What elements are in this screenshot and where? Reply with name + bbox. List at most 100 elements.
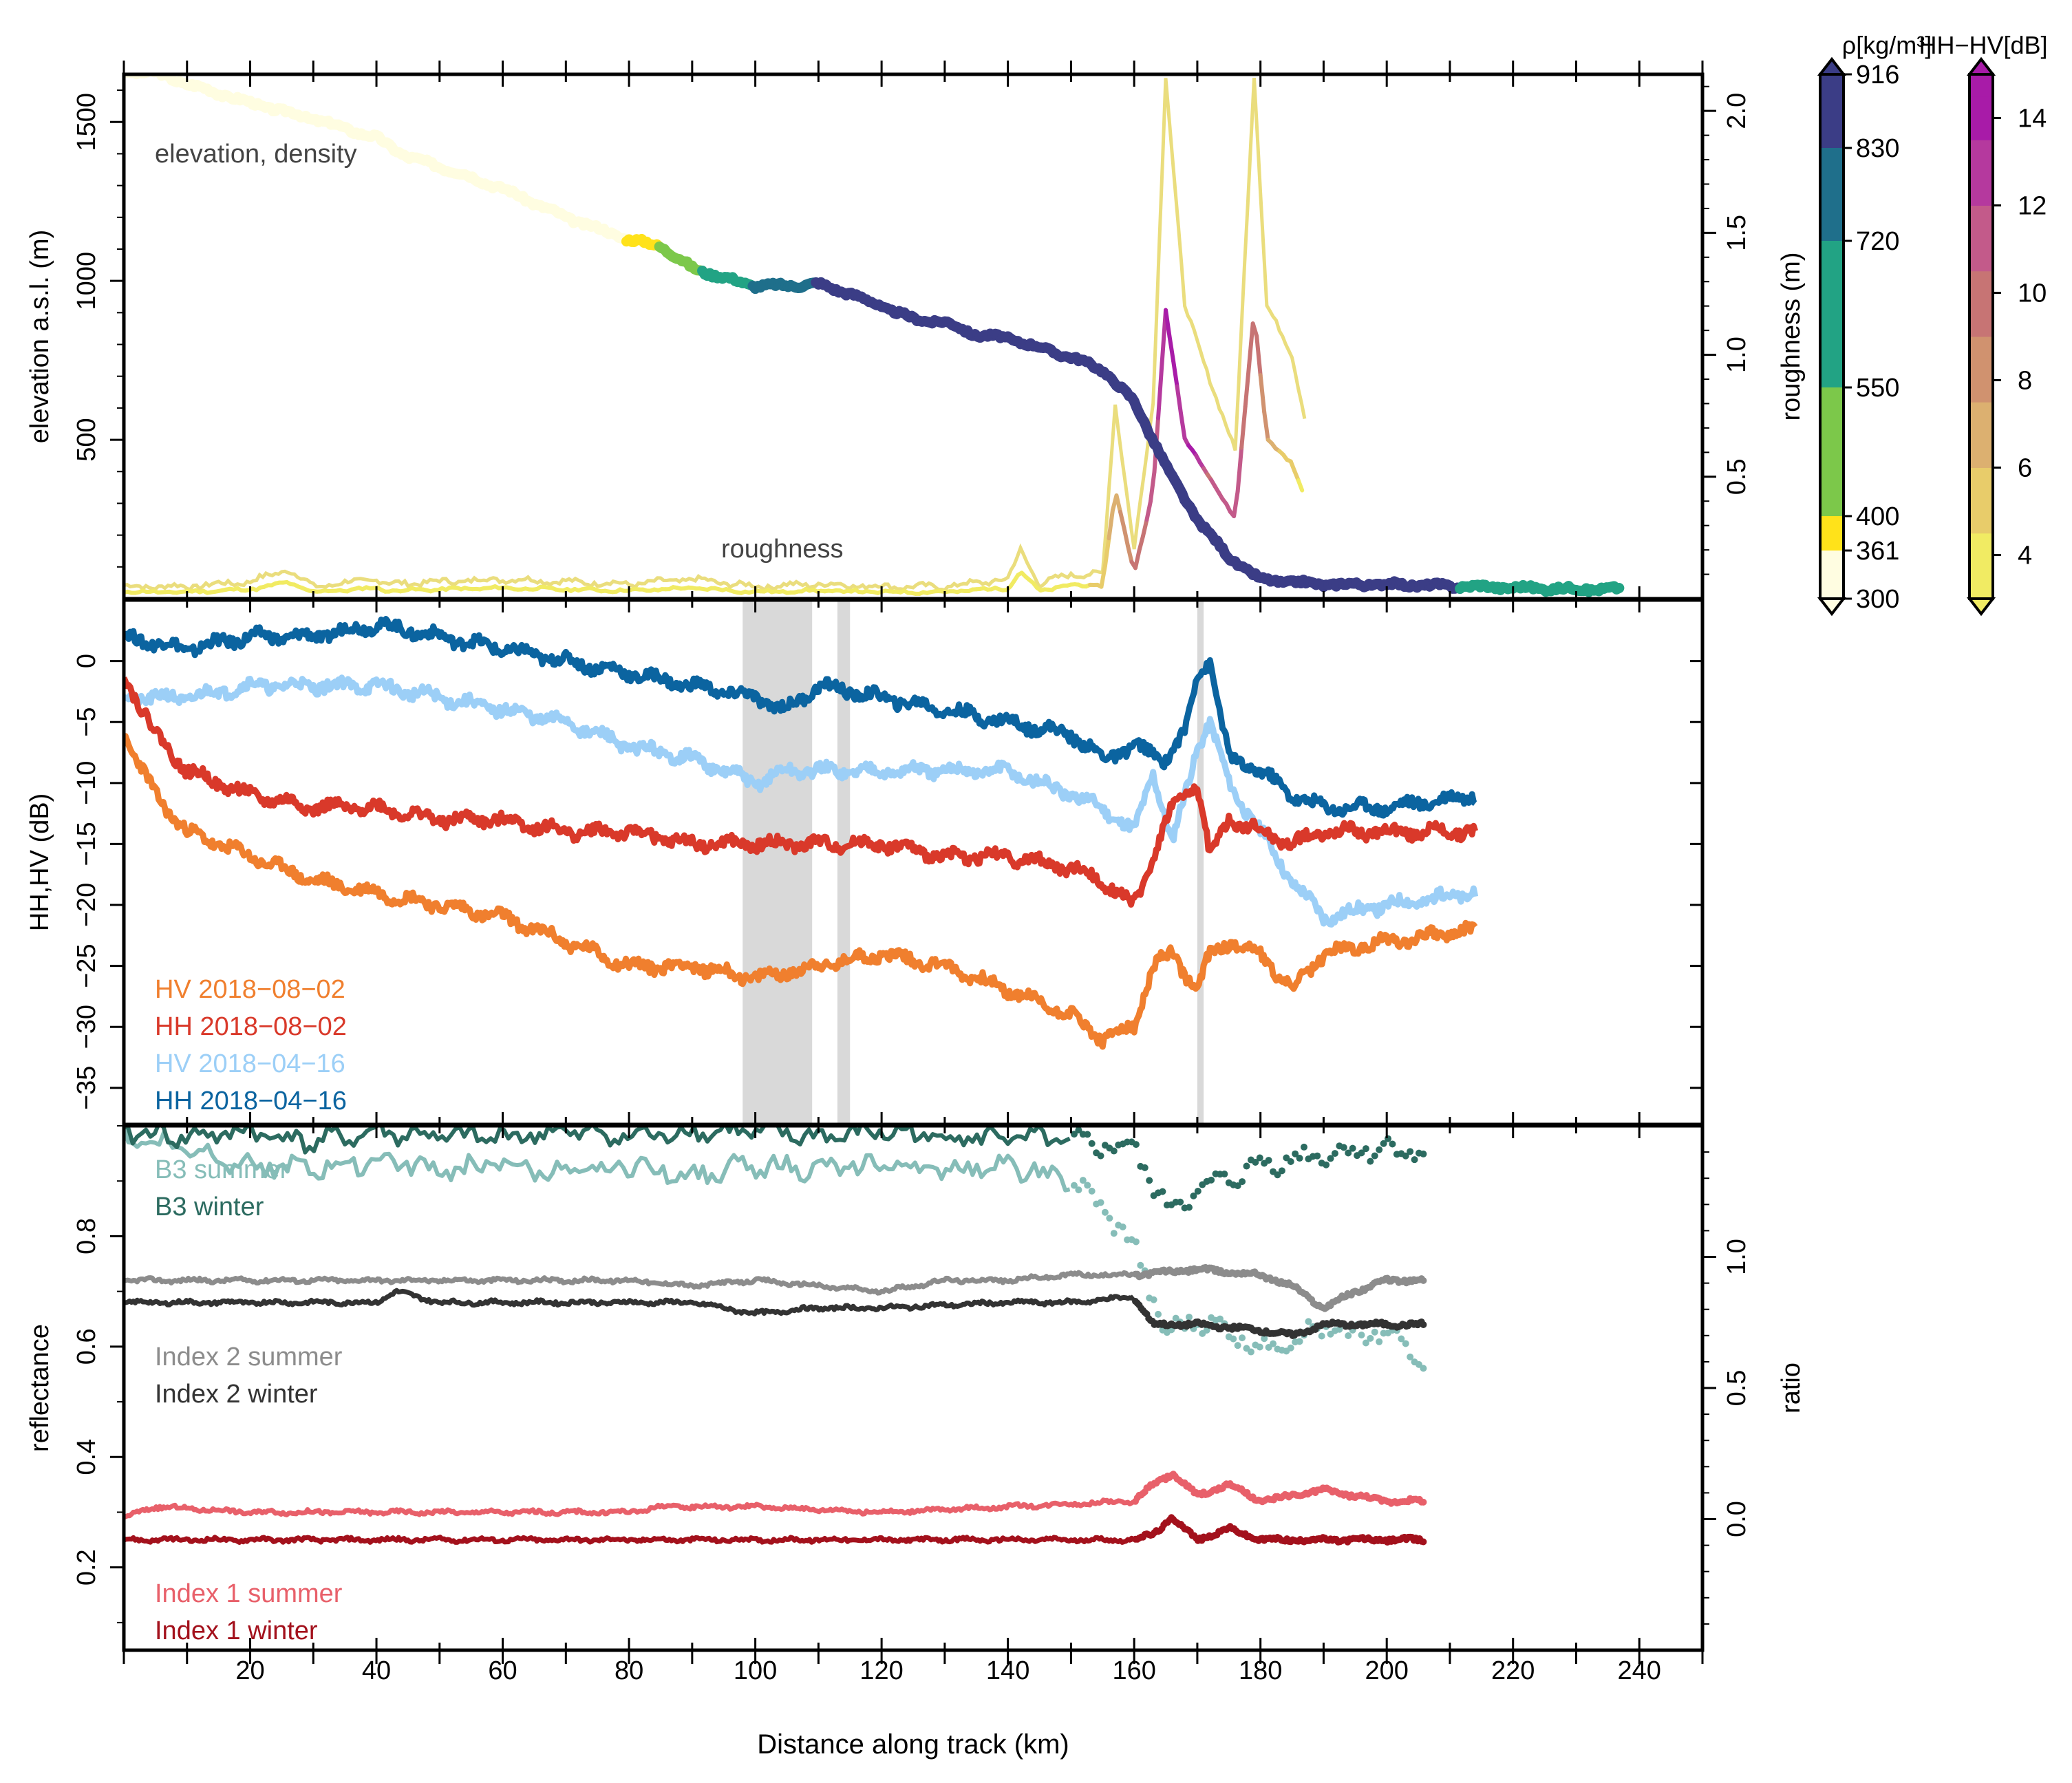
series-b3-winter-point <box>1265 1157 1272 1164</box>
masked-band <box>1197 600 1204 1124</box>
hhhv-segment <box>1099 564 1107 589</box>
series-b3-winter-point <box>1070 1131 1078 1138</box>
x-tick-label: 240 <box>1618 1656 1661 1685</box>
hhhv-colorbar-tick-label: 14 <box>2018 105 2047 134</box>
series-b3-summer-point <box>1362 1339 1369 1347</box>
hhhv-colorbar-segment <box>1969 140 1993 162</box>
hhhv-segment <box>1262 409 1270 442</box>
ylabel-backscatter: HH,HV (dB) <box>25 793 54 932</box>
series-b3-winter-point <box>1256 1154 1263 1162</box>
x-tick-label: 40 <box>362 1656 391 1685</box>
hhhv-segment <box>1258 373 1267 414</box>
x-tick-label: 140 <box>986 1656 1029 1685</box>
density-colorbar-tick-label: 400 <box>1856 502 1899 531</box>
series-b3-winter-point <box>1340 1144 1347 1151</box>
legend-b3-summer: B3 summer <box>155 1155 289 1184</box>
roughness-tick-label: 1.5 <box>1722 215 1751 251</box>
legend-b3-winter: B3 winter <box>155 1193 264 1221</box>
series-b3-summer-point <box>1088 1187 1096 1195</box>
series-b3-winter-point <box>1327 1155 1334 1162</box>
series-b3-summer-point <box>1137 1261 1144 1269</box>
series-b3-summer-point <box>1150 1296 1157 1303</box>
hhhv-colorbar-segment <box>1969 402 1993 425</box>
hhhv-segment <box>1296 478 1305 493</box>
reflectance-tick-label: 0.8 <box>72 1218 101 1254</box>
hhhv-colorbar-segment <box>1969 533 1993 555</box>
backscatter-tick-label: −20 <box>72 883 101 927</box>
series-b3-winter-point <box>1349 1144 1356 1152</box>
hhhv-colorbar-segment <box>1969 511 1993 534</box>
masked-band <box>743 600 813 1124</box>
x-tick-label: 20 <box>235 1656 264 1685</box>
series-b3-winter-point <box>1234 1182 1241 1190</box>
series-b3-summer-point <box>1247 1348 1254 1356</box>
series-b3-winter-point <box>1146 1177 1153 1184</box>
series-index-2-winter-line <box>124 1288 1135 1316</box>
series-b3-summer-point <box>1185 1313 1193 1321</box>
hhhv-colorbar-tick-label: 6 <box>2018 454 2032 483</box>
series-b3-winter-point <box>1097 1152 1104 1160</box>
series-b3-summer-point <box>1256 1343 1263 1351</box>
series-b3-summer-point <box>1420 1365 1427 1372</box>
hhhv-segment <box>1243 363 1252 409</box>
legend-index2-winter: Index 2 winter <box>155 1380 318 1409</box>
backscatter-tick-label: 0 <box>72 654 101 668</box>
series-b3-summer-point <box>1371 1328 1378 1336</box>
series-b3-summer-point <box>1234 1342 1241 1349</box>
reflectance-tick-label: 0.6 <box>72 1328 101 1365</box>
x-tick-label: 120 <box>859 1656 903 1685</box>
colorbars: 916 830 720 550 400 361 300 14 12 10 8 6 4 <box>1817 56 2047 617</box>
hhhv-segment <box>1250 321 1259 339</box>
series-hh-2018-08-02 <box>124 676 1478 908</box>
hhhv-colorbar-segment <box>1969 467 1993 490</box>
backscatter-tick-label: −10 <box>72 761 101 805</box>
series-b3-winter-point <box>1376 1146 1383 1153</box>
series-b3-summer-line <box>124 1127 1071 1193</box>
series-b3-summer-point <box>1407 1353 1414 1360</box>
series-b3-winter-point <box>1243 1162 1250 1170</box>
hhhv-segment <box>1164 308 1172 339</box>
elevation-tick-label: 1500 <box>72 93 101 151</box>
density-colorbar-segment <box>1820 387 1844 516</box>
hhhv-segment <box>1235 445 1244 493</box>
hhhv-colorbar-segment <box>1969 118 1993 140</box>
density-colorbar-tick-label: 300 <box>1856 585 1899 614</box>
hhhv-segment <box>1133 548 1142 570</box>
series-b3-winter-point <box>1402 1152 1409 1160</box>
series-b3-winter-point <box>1274 1171 1281 1179</box>
colorbar-hhhv-title: HH−HV[dB] <box>1919 31 2047 59</box>
series-b3-winter-point <box>1371 1152 1378 1160</box>
x-tick-label: 160 <box>1112 1656 1155 1685</box>
series-b3-winter-point <box>1221 1171 1228 1178</box>
series-b3-summer-point <box>1376 1338 1383 1345</box>
series-b3-summer-point <box>1287 1344 1294 1352</box>
hhhv-segment <box>1114 493 1122 514</box>
series-b3-summer-point <box>1367 1334 1374 1342</box>
hhhv-segment <box>1122 526 1130 548</box>
backscatter-tick-label: −15 <box>72 822 101 866</box>
series-b3-summer-point <box>1119 1223 1126 1230</box>
backscatter-tick-label: −5 <box>72 707 101 737</box>
series-b3-winter-point <box>1314 1152 1321 1160</box>
elevation-segment <box>1611 583 1625 595</box>
density-colorbar-segment <box>1820 148 1844 241</box>
hhhv-colorbar-segment <box>1969 555 1993 577</box>
series-b3-summer-point <box>1084 1182 1091 1189</box>
series-b3-winter-point <box>1296 1155 1303 1162</box>
series-index-2-winter-point <box>1420 1321 1427 1328</box>
density-colorbar-tick-label: 550 <box>1856 374 1899 403</box>
elevation-tick-label: 500 <box>72 418 101 461</box>
x-tick-label: 60 <box>488 1656 517 1685</box>
roughness-tick-label: 2.0 <box>1722 93 1751 129</box>
label-roughness: roughness <box>721 535 843 564</box>
x-tick-label: 220 <box>1491 1656 1535 1685</box>
series-b3-winter-point <box>1177 1198 1184 1206</box>
series-b3-summer-point <box>1305 1318 1312 1325</box>
legend-hv-0416: HV 2018−04−16 <box>155 1049 345 1078</box>
series-b3-summer-point <box>1106 1215 1113 1222</box>
series-b3-winter-point <box>1292 1150 1299 1157</box>
density-colorbar-bottom-arrow <box>1817 597 1847 617</box>
hhhv-colorbar-segment <box>1969 380 1993 403</box>
series-b3-winter-point <box>1331 1150 1338 1157</box>
hhhv-segment <box>1156 361 1164 420</box>
